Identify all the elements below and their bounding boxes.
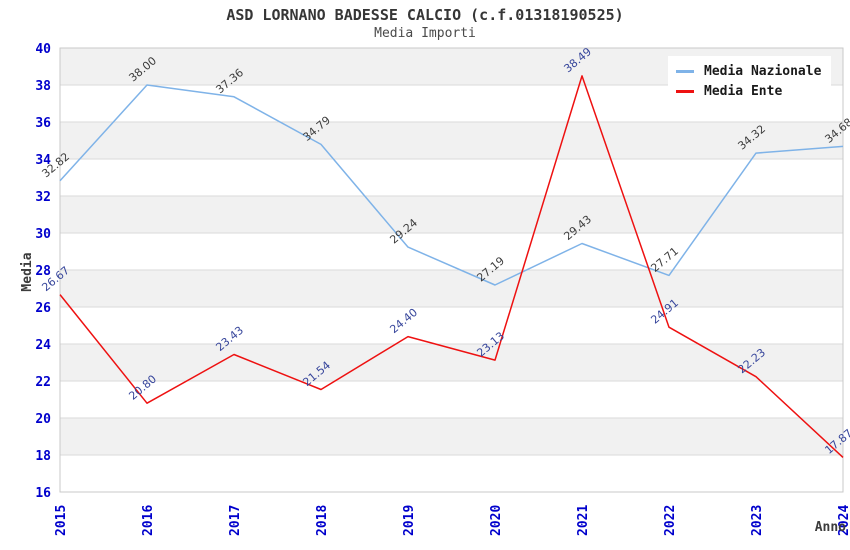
- y-tick-label: 20: [35, 412, 51, 427]
- x-tick-label: 2018: [315, 505, 330, 536]
- legend-item: Media Nazionale: [676, 61, 821, 81]
- legend-line-sample: [676, 69, 694, 73]
- y-tick-label: 32: [35, 190, 51, 205]
- band: [60, 122, 843, 159]
- y-tick-label: 22: [35, 375, 51, 390]
- legend-item: Media Ente: [676, 81, 821, 101]
- y-tick-label: 18: [35, 449, 51, 464]
- chart-title: ASD LORNANO BADESSE CALCIO (c.f.01318190…: [226, 6, 624, 24]
- y-tick-label: 40: [35, 42, 51, 57]
- series-line-0: [59, 84, 844, 286]
- y-tick-label: 36: [35, 116, 51, 131]
- band: [60, 196, 843, 233]
- x-tick-label: 2019: [402, 505, 417, 536]
- x-tick-label: 2016: [141, 505, 156, 536]
- y-tick-label: 30: [35, 227, 51, 242]
- x-tick-label: 2022: [663, 505, 678, 536]
- band: [60, 418, 843, 455]
- plot-border: [59, 47, 844, 493]
- x-tick-label: 2023: [750, 505, 765, 536]
- y-tick-label: 26: [35, 301, 51, 316]
- x-axis-title: Anno: [814, 520, 846, 535]
- y-tick-label: 34: [35, 153, 51, 168]
- x-tick-label: 2015: [54, 505, 69, 536]
- band: [60, 270, 843, 307]
- y-tick-label: 38: [35, 79, 51, 94]
- y-tick-label: 24: [35, 338, 51, 353]
- legend-label: Media Ente: [704, 83, 783, 99]
- band: [60, 344, 843, 381]
- x-tick-label: 2021: [576, 505, 591, 536]
- y-tick-label: 28: [35, 264, 51, 279]
- x-tick-label: 2024: [837, 505, 850, 536]
- series-line-1: [59, 75, 844, 458]
- y-tick-label: 16: [35, 486, 51, 501]
- legend-line-sample: [676, 89, 694, 93]
- chart-subtitle: Media Importi: [374, 26, 476, 41]
- x-tick-label: 2017: [228, 505, 243, 536]
- legend-label: Media Nazionale: [704, 63, 822, 79]
- x-tick-label: 2020: [489, 505, 504, 536]
- legend: Media Nazionale Media Ente: [668, 56, 832, 106]
